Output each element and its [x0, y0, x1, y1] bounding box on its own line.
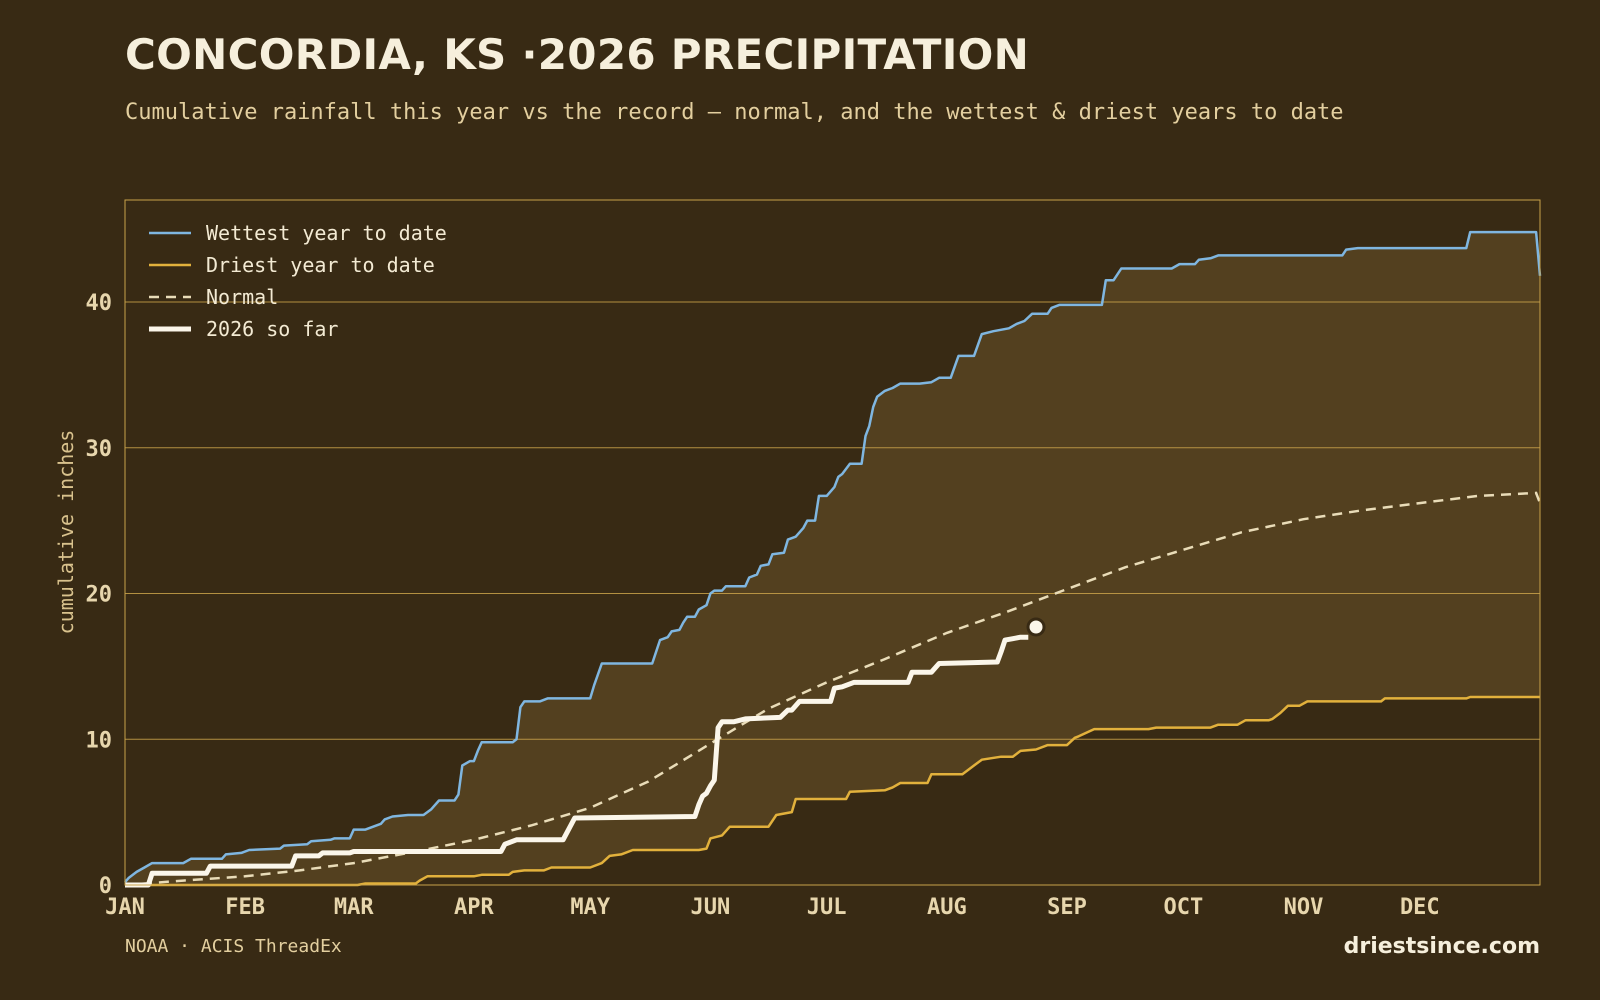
- legend: Wettest year to date Driest year to date N…: [149, 221, 447, 341]
- chart-title: CONCORDIA, KS ·2026 PRECIPITATION: [125, 30, 1030, 79]
- source-credit: NOAA · ACIS ThreadEx: [125, 936, 342, 957]
- legend-label: Wettest year to date: [206, 221, 447, 245]
- series-normal-line: [124, 491, 1542, 887]
- legend-label: Driest year to date: [206, 253, 435, 277]
- series-wettest-line: [124, 230, 1542, 883]
- current-value-marker: [1026, 617, 1046, 637]
- legend-label: Normal: [206, 285, 278, 309]
- plot-frame: [124, 199, 1541, 886]
- x-tick-label: SEP: [1047, 895, 1087, 920]
- legend-label: 2026 so far: [206, 317, 338, 341]
- y-axis-label: cumulative inches: [54, 430, 78, 635]
- x-tick-label: JUL: [807, 895, 847, 920]
- x-tick-label: FEB: [225, 895, 265, 920]
- y-tick-label: 30: [86, 437, 113, 462]
- x-tick-label: MAR: [334, 895, 374, 920]
- band-layer: [125, 232, 1540, 886]
- y-tick-label: 20: [86, 583, 113, 608]
- axes-layer: 0 10 20 30 40 JAN FEB MAR APR MAY JUN JUL AUG SEP OCT N…: [86, 199, 1541, 920]
- y-tick-label: 40: [86, 291, 113, 316]
- x-tick-label: JUN: [691, 895, 731, 920]
- brand-link[interactable]: driestsince.com: [1343, 934, 1540, 959]
- chart-subtitle: Cumulative rainfall this year vs the rec…: [125, 100, 1344, 125]
- y-tick-label: 0: [99, 874, 112, 899]
- x-tick-label: MAY: [570, 895, 610, 920]
- series-driest-line: [125, 695, 1540, 887]
- y-tick-label: 10: [86, 728, 113, 753]
- x-tick-label: DEC: [1400, 895, 1440, 920]
- x-tick-label: NOV: [1284, 895, 1324, 920]
- series-layer: [124, 230, 1542, 888]
- x-tick-label: AUG: [927, 895, 967, 920]
- series-2026-line: [125, 634, 1029, 888]
- x-tick-label: APR: [454, 895, 494, 920]
- grid-layer: [125, 301, 1540, 740]
- x-tick-label: OCT: [1163, 895, 1203, 920]
- x-tick-label: JAN: [105, 895, 145, 920]
- record-band: [125, 232, 1540, 886]
